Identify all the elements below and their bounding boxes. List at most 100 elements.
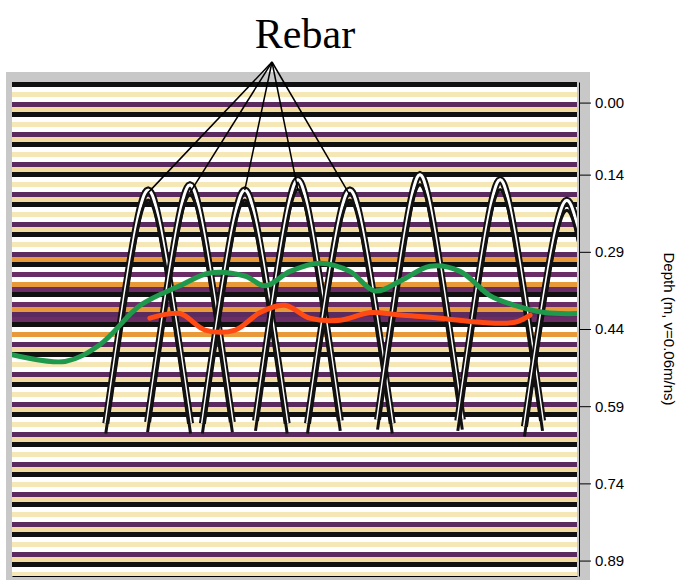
background-band [12, 257, 577, 262]
background-band [12, 92, 577, 97]
background-band [12, 227, 577, 232]
y-tick-mark [579, 406, 591, 407]
background-band [12, 417, 577, 422]
background-band [12, 217, 577, 222]
background-band [12, 157, 577, 162]
background-band [12, 352, 577, 357]
background-band [12, 387, 577, 392]
background-band [12, 287, 577, 292]
x-axis-line [13, 576, 578, 577]
background-band [12, 562, 577, 567]
background-band [12, 412, 577, 417]
leader-line [272, 62, 298, 190]
background-band [12, 377, 577, 382]
background-band [12, 372, 577, 377]
background-band [12, 542, 577, 547]
y-tick: 0.59 [579, 397, 624, 414]
x-axis [13, 576, 578, 577]
series-line [12, 263, 577, 362]
background-band [12, 517, 577, 522]
y-tick: 0.44 [579, 320, 624, 337]
background-band [12, 362, 577, 367]
leader-line [148, 62, 272, 193]
y-tick-mark [579, 175, 591, 176]
background-band [12, 277, 577, 282]
annotation [148, 62, 350, 195]
background-band [12, 162, 577, 167]
background-band [12, 332, 577, 337]
reflector-hyperbola [378, 185, 463, 430]
background-band [12, 437, 577, 442]
plot-marks [12, 175, 577, 437]
background-band [12, 512, 577, 517]
reflector-hyperbola [378, 175, 463, 420]
background-band [12, 472, 577, 477]
background-band [12, 392, 577, 397]
chart-root: 0.000.140.290.440.590.740.89Depth (m, v=… [0, 0, 694, 583]
y-tick-mark [579, 252, 591, 253]
background-band [12, 367, 577, 372]
background-band [12, 107, 577, 112]
reflector-hyperbola [524, 210, 577, 436]
background-band [12, 137, 577, 142]
background-band [12, 247, 577, 252]
background-band [12, 312, 577, 317]
y-tick: 0.29 [579, 243, 624, 260]
y-tick-mark [579, 329, 591, 330]
background-band [12, 222, 577, 227]
background-band [12, 327, 577, 332]
background-band [12, 242, 577, 247]
background-band [12, 337, 577, 342]
background-band [12, 127, 577, 132]
background-band [12, 397, 577, 402]
y-tick-label: 0.89 [595, 552, 624, 569]
background-band [12, 262, 577, 267]
background-band [12, 232, 577, 237]
background-band [12, 467, 577, 472]
background-band [12, 547, 577, 552]
background-band [12, 382, 577, 387]
background-band [12, 112, 577, 117]
background-band [12, 527, 577, 532]
background-band [12, 422, 577, 427]
series-line [150, 305, 530, 332]
background-band [12, 122, 577, 127]
y-tick-label: 0.74 [595, 475, 624, 492]
background-band [12, 432, 577, 437]
background-band [12, 482, 577, 487]
background-band [12, 477, 577, 482]
background-band [12, 282, 577, 287]
background-band [12, 147, 577, 152]
y-tick-mark [579, 483, 591, 484]
background-band [12, 102, 577, 107]
y-tick-label: 0.29 [595, 243, 624, 260]
background-band [12, 442, 577, 447]
background-band [12, 252, 577, 257]
reflector-hyperbola [202, 200, 287, 433]
radargram-background [12, 82, 577, 576]
reflector [524, 200, 577, 436]
y-tick-label: 0.59 [595, 397, 624, 414]
background-band [12, 152, 577, 157]
background-band [12, 82, 577, 87]
y-tick: 0.00 [579, 94, 624, 111]
background-band [12, 557, 577, 562]
y-tick: 0.14 [579, 166, 624, 183]
background-band [12, 507, 577, 512]
background-band [12, 427, 577, 432]
background-band [12, 567, 577, 572]
background-band [12, 357, 577, 362]
background-band [12, 492, 577, 497]
y-tick-label: 0.00 [595, 94, 624, 111]
y-axis: 0.00 0.14 0.29 0.44 0.59 0.74 0.89 [579, 83, 624, 577]
frame-background [6, 72, 590, 580]
background-band [12, 237, 577, 242]
y-tick: 0.74 [579, 475, 624, 492]
background-band [12, 402, 577, 407]
background-band [12, 132, 577, 137]
y-tick-label: 0.14 [595, 166, 624, 183]
background-band [12, 117, 577, 122]
background-band [12, 452, 577, 457]
background-band [12, 142, 577, 147]
background-band [12, 532, 577, 537]
